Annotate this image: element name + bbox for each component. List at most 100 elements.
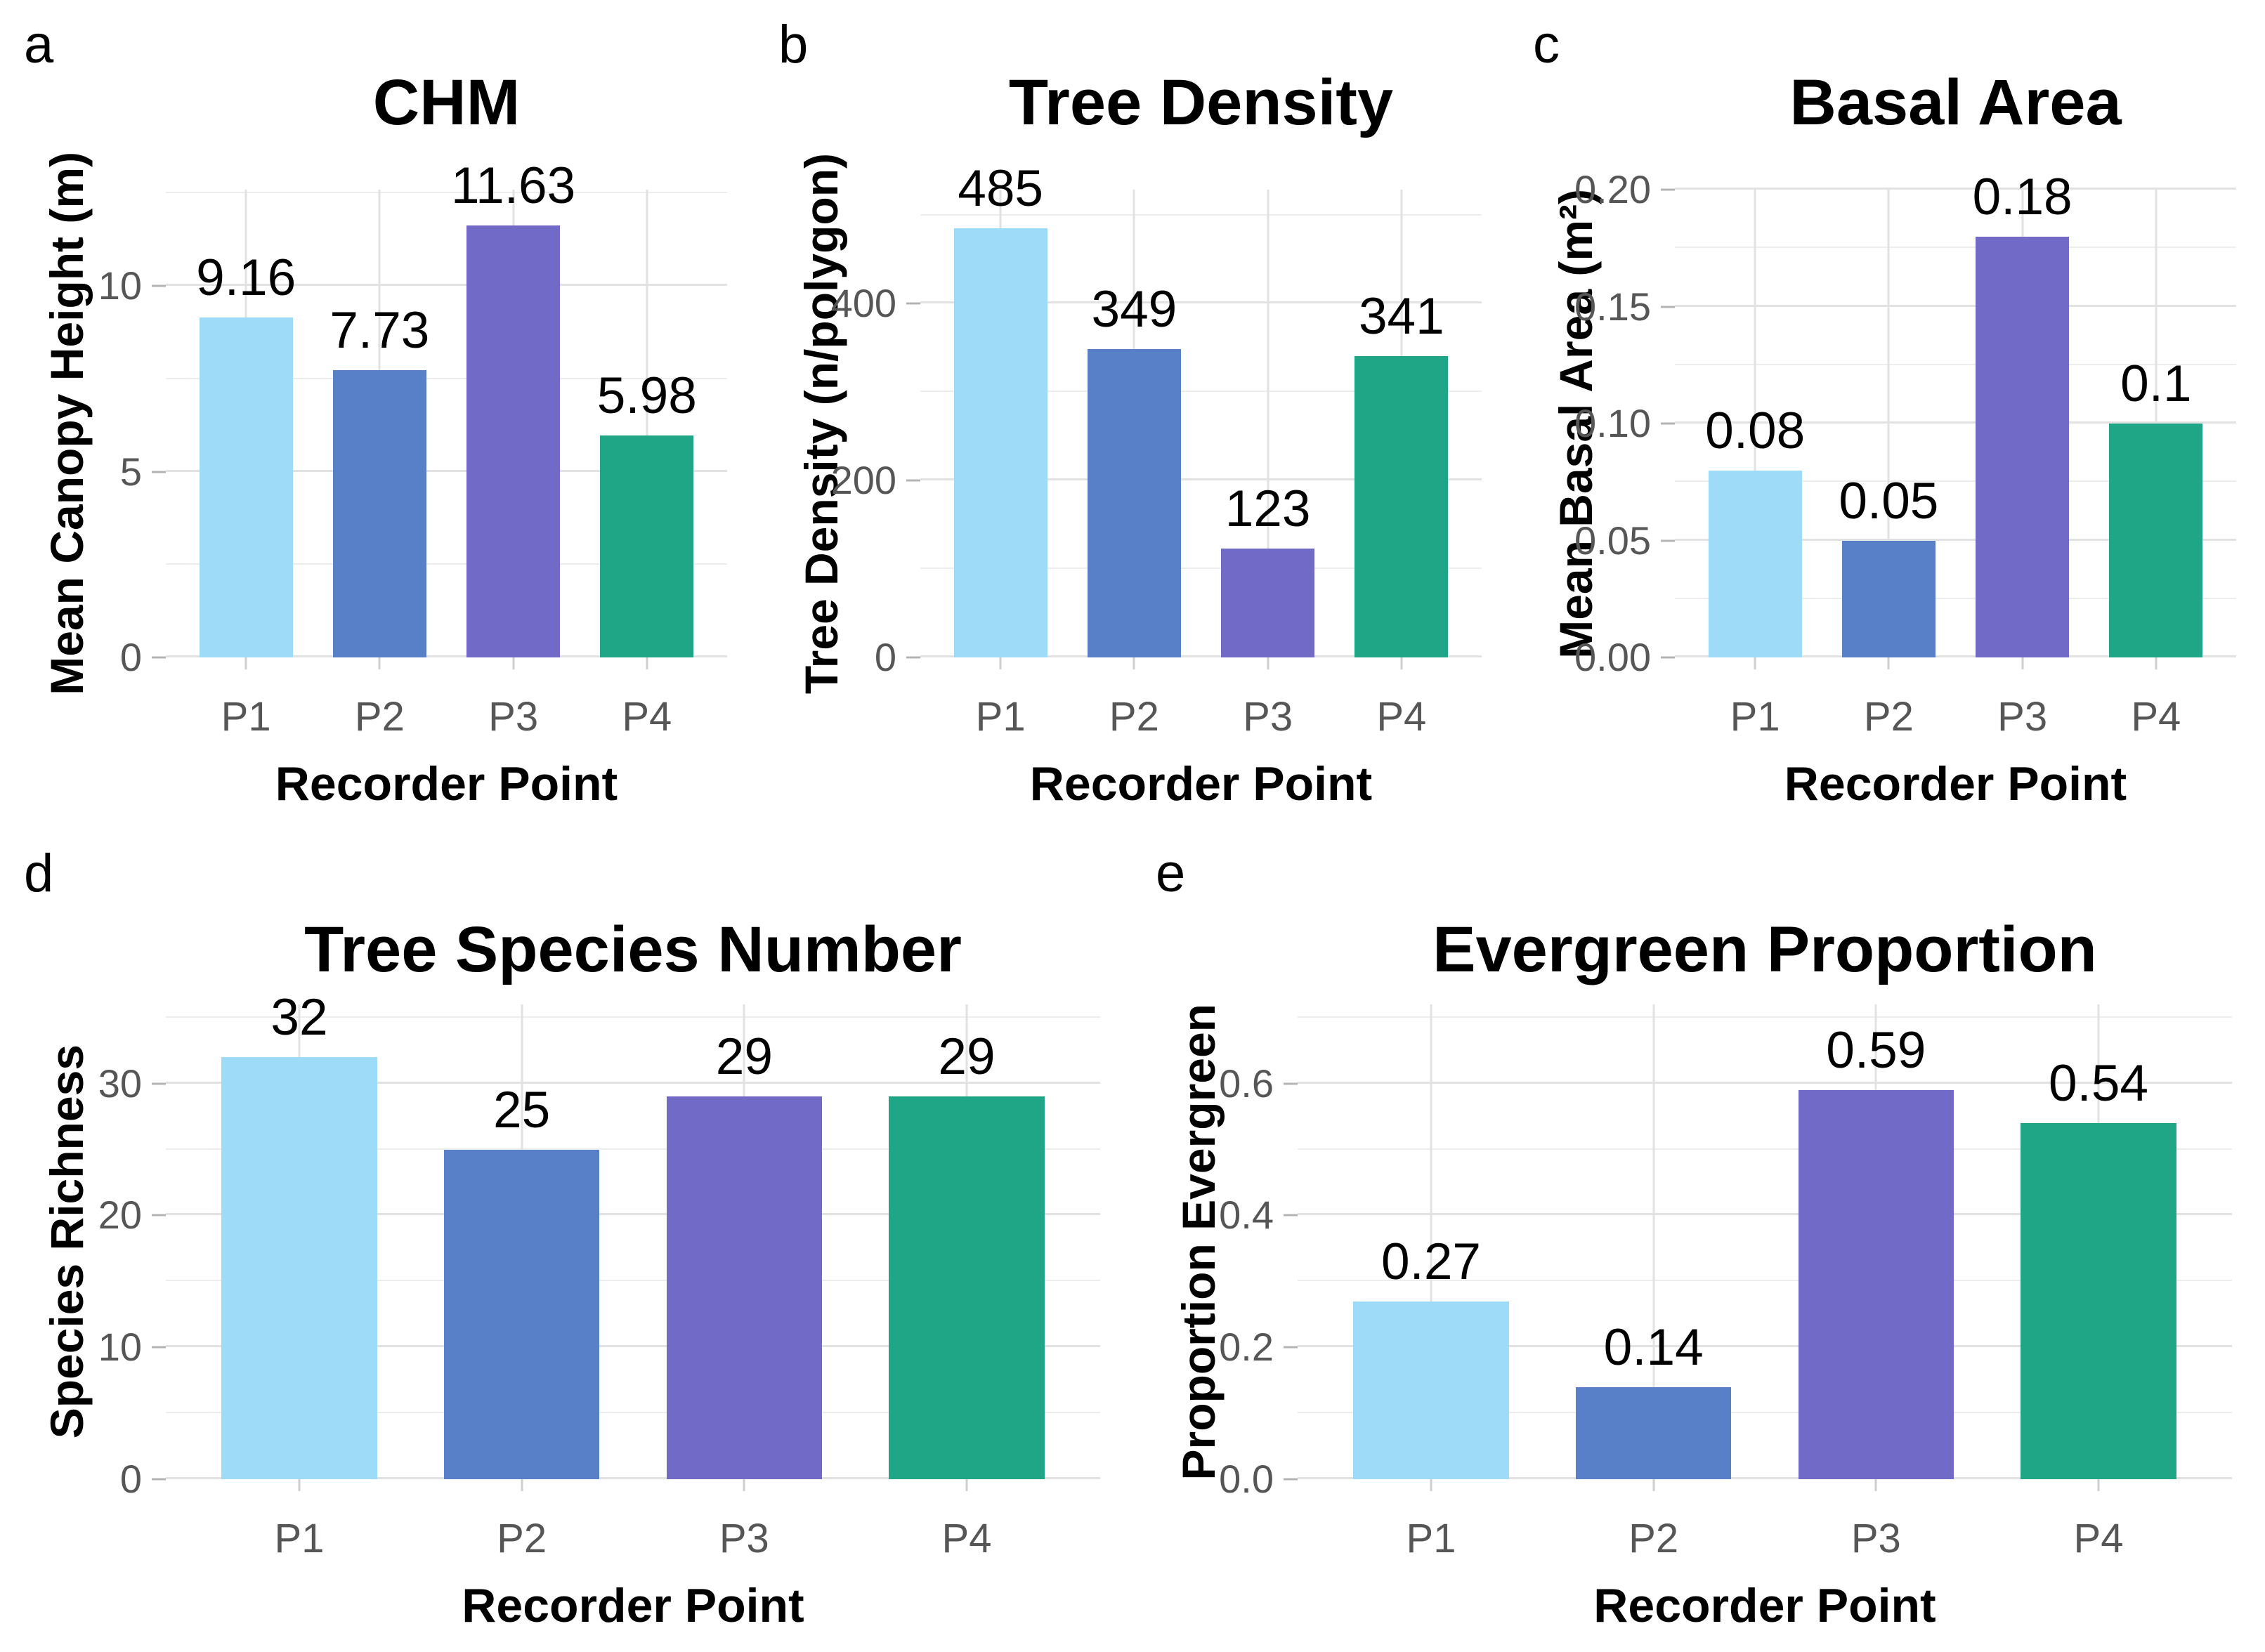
bar-P4 [600,435,694,657]
x-tick-label: P4 [2131,694,2181,740]
panel-letter: e [1156,844,1186,903]
panel-title: CHM [372,67,521,138]
figure-bottom-row: d Tree Species Number Species Richness 0… [0,829,2265,1652]
y-tick-label: 400 [830,281,896,326]
x-tick-mark [521,1479,523,1491]
y-tick-label: 0.05 [1574,518,1651,563]
x-axis-title: Recorder Point [462,1579,804,1632]
x-tick-mark [378,657,381,669]
y-tick-label: 0 [874,635,896,679]
y-tick-mark [152,471,166,473]
x-tick-label: P1 [975,694,1026,740]
panel-e-evergreen-proportion: e Evergreen Proportion Proportion Evergr… [1132,829,2264,1652]
y-tick-label: 5 [119,449,142,494]
bar-P1 [199,317,293,657]
y-tick-label: 20 [98,1193,142,1238]
x-tick-label: P2 [497,1516,547,1561]
major-gridline [1298,1081,2232,1084]
y-tick-mark [1284,1478,1298,1481]
y-tick-mark [1661,306,1675,308]
y-tick-mark [152,1082,166,1085]
y-tick-mark [152,1214,166,1217]
y-tick-label: 0.20 [1574,167,1651,211]
minor-gridline [166,192,727,194]
bar-P4 [1355,355,1449,657]
bar-value-label: 29 [938,1028,996,1086]
x-tick-label: P4 [941,1516,992,1561]
bar-value-label: 0.59 [1826,1022,1926,1080]
x-tick-label: P2 [1863,694,1914,740]
plot-area: 0.27 0.14 0.59 0.54 [1284,1004,2232,1491]
panel-title: Basal Area [1789,67,2122,138]
x-tick-mark [2097,1479,2100,1491]
major-gridline [166,1477,1100,1479]
x-tick-mark [1267,657,1269,669]
x-tick-label: P1 [1406,1516,1456,1561]
major-gridline [1675,421,2236,424]
x-tick-mark [1754,657,1756,669]
x-axis-tick-labels: P1 P2 P3 P4 [1675,697,2236,746]
minor-gridline [1298,1016,2232,1018]
x-tick-label: P3 [1243,694,1293,740]
panel-letter: d [24,844,54,903]
panel-b-tree-density: b Tree Density Tree Density (n/polygon) … [755,0,1509,829]
minor-gridline [166,377,727,379]
vertical-gridline [1754,190,1756,657]
y-tick-label: 0.10 [1574,401,1651,445]
major-gridline [166,1345,1100,1348]
y-axis-tick-labels: 0.00 0.05 0.10 0.15 0.20 [1509,170,1651,677]
y-tick-mark [906,656,920,659]
y-tick-label: 10 [98,1325,142,1370]
bar-value-label: 25 [493,1081,551,1139]
bar-P3 [1798,1090,1954,1479]
bar-P2 [1841,540,1936,657]
major-gridline [166,284,727,287]
vertical-gridline [1267,190,1269,657]
minor-gridline [1675,247,2236,249]
minor-gridline [1675,480,2236,483]
x-axis-title: Recorder Point [1029,757,1373,811]
y-tick-mark [1284,1214,1298,1217]
x-tick-label: P1 [274,1516,325,1561]
x-tick-label: P3 [1997,694,2048,740]
x-tick-label: P4 [2073,1516,2124,1561]
bar-P2 [1087,348,1181,657]
y-tick-mark [906,479,920,482]
bar-value-label: 0.54 [2048,1055,2149,1112]
bar-value-label: 123 [1225,480,1311,538]
bar-value-label: 485 [958,160,1044,218]
y-tick-label: 200 [830,458,896,503]
x-tick-label: P4 [622,694,672,740]
panel-title: Evergreen Proportion [1432,914,2097,985]
bar-value-label: 0.18 [1972,168,2073,225]
minor-gridline [920,568,1482,570]
x-tick-mark [1400,657,1403,669]
minor-gridline [920,391,1482,393]
x-tick-label: P1 [1730,694,1780,740]
major-gridline [920,478,1482,481]
minor-gridline [1298,1148,2232,1150]
bar-P1 [221,1057,377,1479]
panel-letter: b [778,15,809,74]
bar-P2 [443,1149,600,1479]
bar-P1 [1708,470,1802,657]
bar-P3 [1221,549,1315,657]
bar-value-label: 7.73 [329,302,430,360]
bar-P1 [1353,1301,1509,1479]
bar-value-label: 0.08 [1705,402,1806,459]
minor-gridline [1298,1412,2232,1414]
y-tick-mark [152,284,166,287]
major-gridline [1675,304,2236,307]
plot-area: 9.16 7.73 11.63 5.98 [152,160,727,669]
y-axis-tick-labels: 0 10 20 30 [0,1004,142,1498]
bar-P4 [889,1096,1045,1479]
x-axis-title: Recorder Point [1784,757,2127,811]
y-tick-label: 0 [119,1457,142,1501]
x-tick-mark [965,1479,968,1491]
x-tick-label: P3 [719,1516,769,1561]
y-tick-label: 0.0 [1219,1457,1274,1501]
major-gridline [920,301,1482,304]
major-gridline [166,1081,1100,1084]
major-gridline [1675,655,2236,657]
y-tick-mark [1284,1346,1298,1349]
